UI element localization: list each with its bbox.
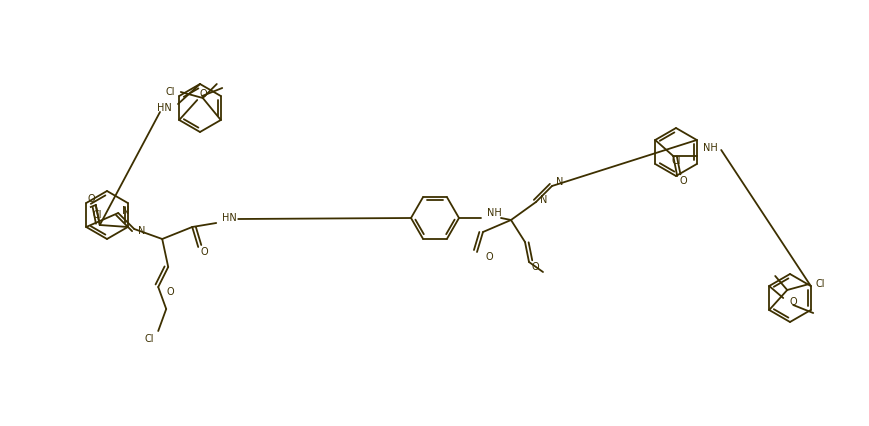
Text: O: O [199,89,207,99]
Text: NH: NH [702,143,717,153]
Text: N: N [122,206,129,216]
Text: O: O [679,176,687,186]
Text: N: N [540,195,547,205]
Text: O: O [788,297,796,307]
Text: Cl: Cl [814,279,824,289]
Text: Cl: Cl [165,87,175,97]
Text: N: N [555,177,563,187]
Text: HN: HN [157,103,172,113]
Text: Cl: Cl [144,334,154,344]
Text: O: O [531,262,538,272]
Text: O: O [166,287,174,297]
Text: N: N [138,226,145,236]
Text: Cl: Cl [92,210,102,220]
Text: Cl: Cl [671,156,680,166]
Text: O: O [88,194,96,204]
Text: O: O [200,247,208,257]
Text: O: O [485,252,492,262]
Text: NH: NH [487,208,501,218]
Text: HN: HN [222,213,236,223]
